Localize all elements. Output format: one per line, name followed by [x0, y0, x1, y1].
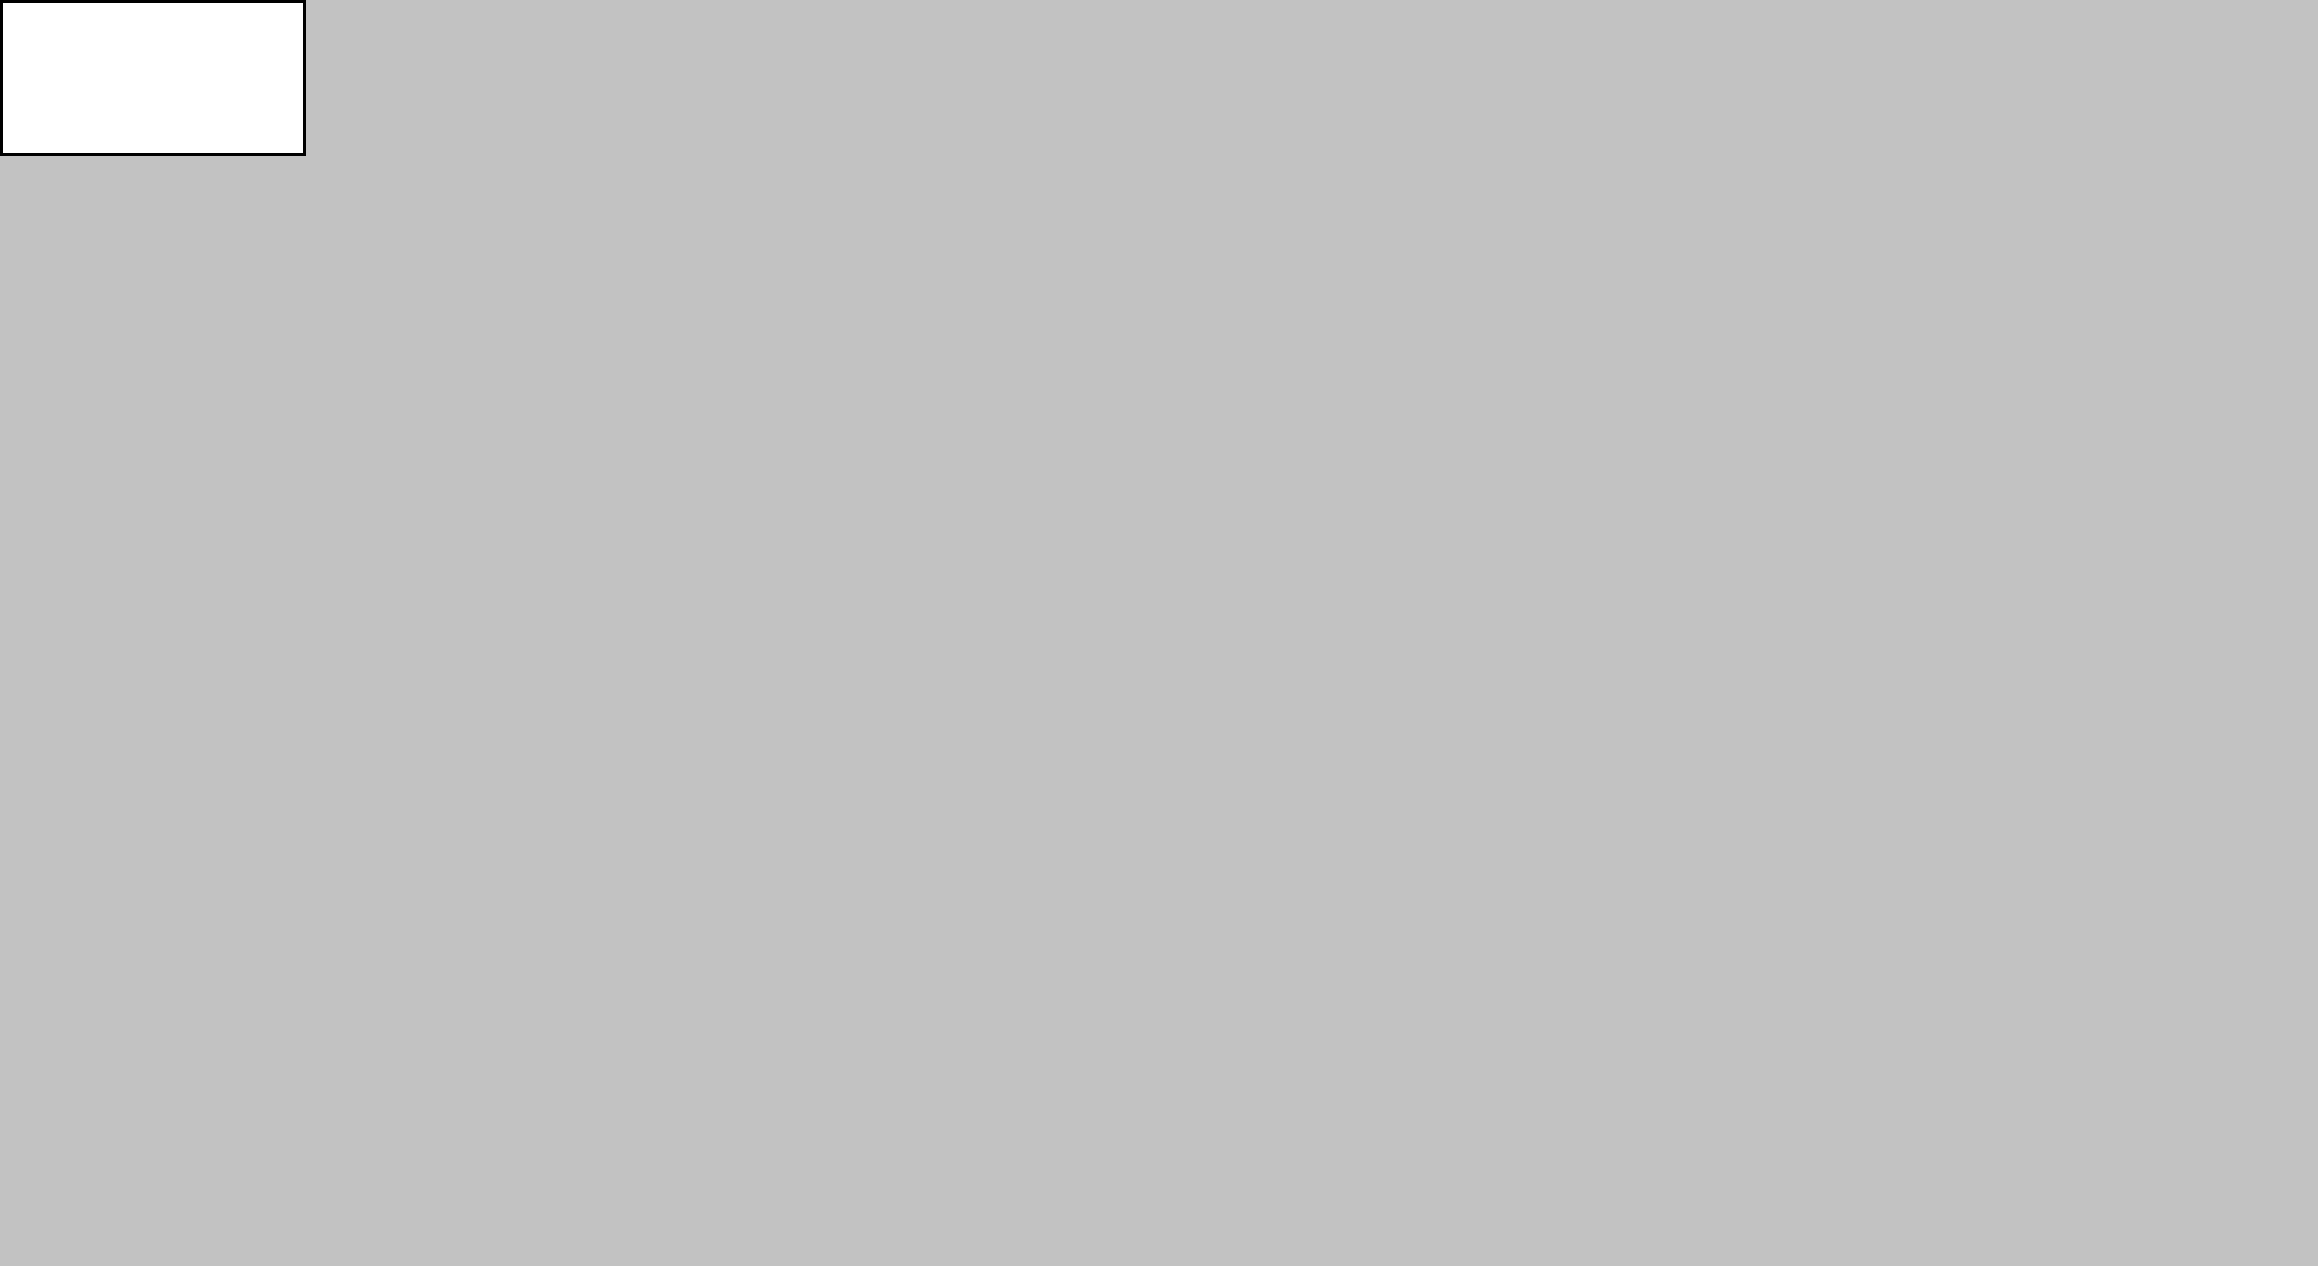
- directionality-idle-cpu-plot-canvas: [0, 0, 306, 156]
